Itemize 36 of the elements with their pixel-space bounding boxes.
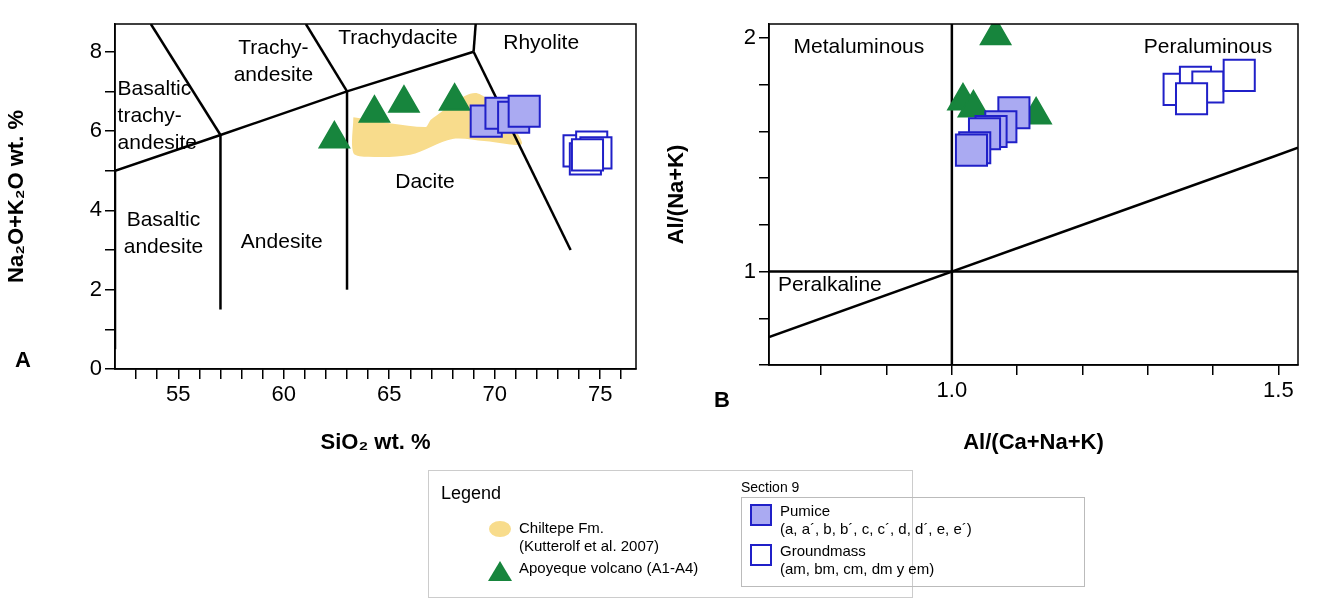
- annotation: Rhyolite: [503, 30, 580, 54]
- annotation: Dacite: [395, 169, 455, 193]
- y-axis-title: Na₂O+K₂O wt. %: [3, 110, 29, 283]
- legend-title: Legend: [441, 483, 502, 504]
- text: Section 9: [741, 479, 801, 495]
- y-tick-label: 6: [89, 117, 102, 143]
- annotation: Peralkaline: [777, 272, 882, 296]
- legend-label: Chiltepe Fm. (Kutterolf et al. 2007): [519, 519, 660, 555]
- x-tick-label: 1.0: [936, 377, 968, 403]
- annotation: Trachy- andesite: [233, 35, 314, 86]
- annotation: Metaluminous: [793, 33, 925, 57]
- x-axis-title: Al/(Ca+Na+K): [963, 428, 1104, 454]
- text: B: [714, 387, 730, 413]
- annotation: Peraluminous: [1143, 33, 1273, 57]
- x-tick-label: 55: [166, 381, 191, 407]
- annotation: Basaltic trachy- andesite: [117, 76, 198, 154]
- x-tick-label: 65: [376, 381, 402, 407]
- y-tick-label: 1: [743, 257, 756, 283]
- annotation: Basaltic andesite: [123, 207, 204, 258]
- y-tick-label: 2: [89, 275, 102, 301]
- x-tick-label: 75: [587, 381, 613, 407]
- x-tick-label: 1.5: [1263, 377, 1294, 403]
- y-tick-label: 2: [743, 24, 756, 50]
- text: A: [15, 347, 32, 373]
- annotation: Trachydacite: [338, 24, 458, 48]
- y-tick-label: 4: [89, 196, 102, 222]
- legend-label: Pumice (a, a´, b, b´, c, c´, d, d´, e, e´): [780, 502, 972, 538]
- x-tick-label: 70: [482, 381, 507, 407]
- x-tick-label: 60: [271, 381, 296, 407]
- x-axis-title: SiO₂ wt. %: [320, 428, 431, 454]
- y-tick-label: 8: [89, 37, 102, 63]
- y-tick-label: 0: [89, 355, 102, 381]
- y-axis-title: Al/(Na+K): [663, 144, 689, 245]
- legend-label: Groundmass (am, bm, cm, dm y em): [780, 542, 935, 578]
- annotation: Andesite: [240, 228, 323, 252]
- legend-label: Apoyeque volcano (A1-A4): [519, 559, 699, 577]
